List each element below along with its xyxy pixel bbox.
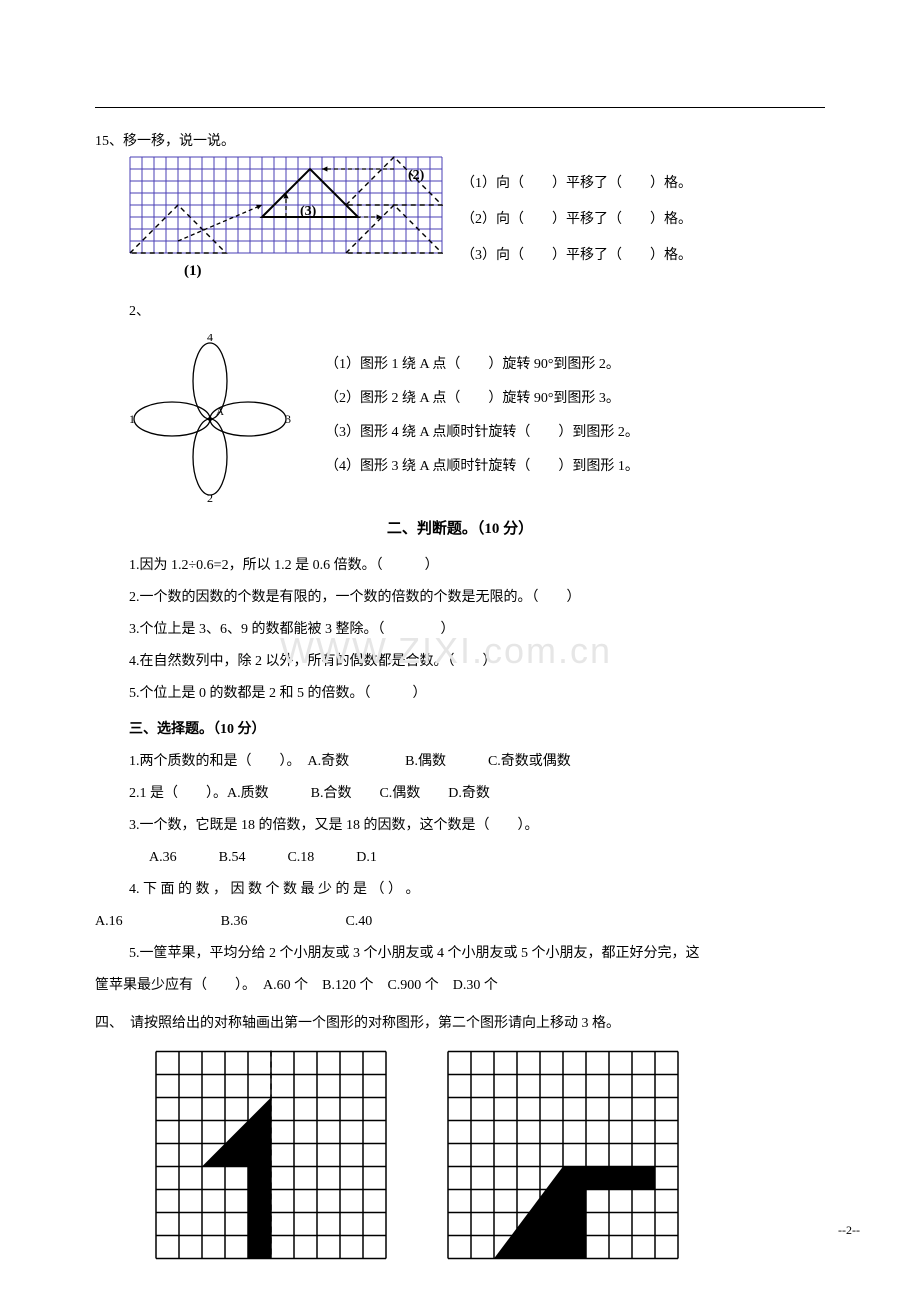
q2-line: （3）图形 4 绕 A 点顺时针旋转（ ）到图形 2。 [325,419,639,447]
q2-line: （4）图形 3 绕 A 点顺时针旋转（ ）到图形 1。 [325,453,639,481]
q2-lines: （1）图形 1 绕 A 点（ ）旋转 90°到图形 2。 （2）图形 2 绕 A… [325,351,639,487]
q15-grid-wrap: (1) (2) (3) [95,156,443,286]
svg-text:(3): (3) [300,204,317,219]
sec3-item: 5.一筐苹果，平均分给 2 个小朋友或 3 个小朋友或 4 个小朋友或 5 个小… [129,940,825,968]
sec4-title: 四、 请按照给出的对称轴画出第一个图形的对称图形，第二个图形请向上移动 3 格。 [95,1010,825,1038]
sec3-sub: A.36 B.54 C.18 D.1 [149,844,825,872]
q2-heading: 2、 [95,298,825,326]
svg-text:4: 4 [207,334,213,344]
svg-text:(2): (2) [408,168,425,183]
sec3-sub: A.16 B.36 C.40 [95,908,825,936]
sec3-title: 三、选择题。（10 分） [129,716,825,744]
sec3-item: 3.一个数，它既是 18 的倍数，又是 18 的因数，这个数是（ ）。 [129,812,825,840]
sec2-item: 3.个位上是 3、6、9 的数都能被 3 整除。（ ） [129,616,825,644]
sec2-item: 2.一个数的因数的个数是有限的，一个数的倍数的个数是无限的。（ ） [129,584,825,612]
symmetry-grid-a [155,1050,387,1260]
sec2-item: 5.个位上是 0 的数都是 2 和 5 的倍数。（ ） [129,680,825,708]
sec3-item: 1.两个质数的和是（ ）。 A.奇数 B.偶数 C.奇数或偶数 [129,748,825,776]
svg-text:A: A [216,406,224,418]
q15-line: （2）向（ ）平移了（ ）格。 [461,206,692,234]
q15-row: (1) (2) (3) （1）向（ ）平移了（ ）格。 （2）向（ ）平移了（ ）格… [95,156,825,286]
q2-line: （2）图形 2 绕 A 点（ ）旋转 90°到图形 3。 [325,385,639,413]
sec3-item: 4. 下 面 的 数 ， 因 数 个 数 最 少 的 是 （ ） 。 [129,876,825,904]
page-number: --2-- [838,1218,860,1242]
q15-line: （1）向（ ）平移了（ ）格。 [461,170,692,198]
q15-lines: （1）向（ ）平移了（ ）格。 （2）向（ ）平移了（ ）格。 （3）向（ ）平… [461,156,692,278]
symmetry-grid-b [447,1050,679,1260]
q15-line: （3）向（ ）平移了（ ）格。 [461,242,692,270]
q2-row: 1 2 3 4 A （1）图形 1 绕 A 点（ ）旋转 90°到图形 2。 （2）图形… [125,334,825,504]
svg-text:2: 2 [207,491,213,504]
sec2-title: 二、判断题。（10 分） [95,514,825,544]
svg-text:1: 1 [129,412,135,426]
q15-grid: (1) (2) (3) [129,156,443,286]
sec4-figures [155,1050,825,1260]
svg-text:(1): (1) [184,263,202,279]
svg-text:3: 3 [285,412,291,426]
top-rule [95,107,825,108]
q2-line: （1）图形 1 绕 A 点（ ）旋转 90°到图形 2。 [325,351,639,379]
petal-figure: 1 2 3 4 A [125,334,295,504]
q15-heading: 15、移一移，说一说。 [95,128,825,156]
sec3-sub: 筐苹果最少应有（ ）。 A.60 个 B.120 个 C.900 个 D.30 … [95,972,825,1000]
sec3-item: 2.1 是（ ）。A.质数 B.合数 C.偶数 D.奇数 [129,780,825,808]
sec2-item: 1.因为 1.2÷0.6=2，所以 1.2 是 0.6 倍数。（ ） [129,552,825,580]
sec2-item: 4.在自然数列中，除 2 以外，所有的偶数都是合数。（ ） [129,648,825,676]
